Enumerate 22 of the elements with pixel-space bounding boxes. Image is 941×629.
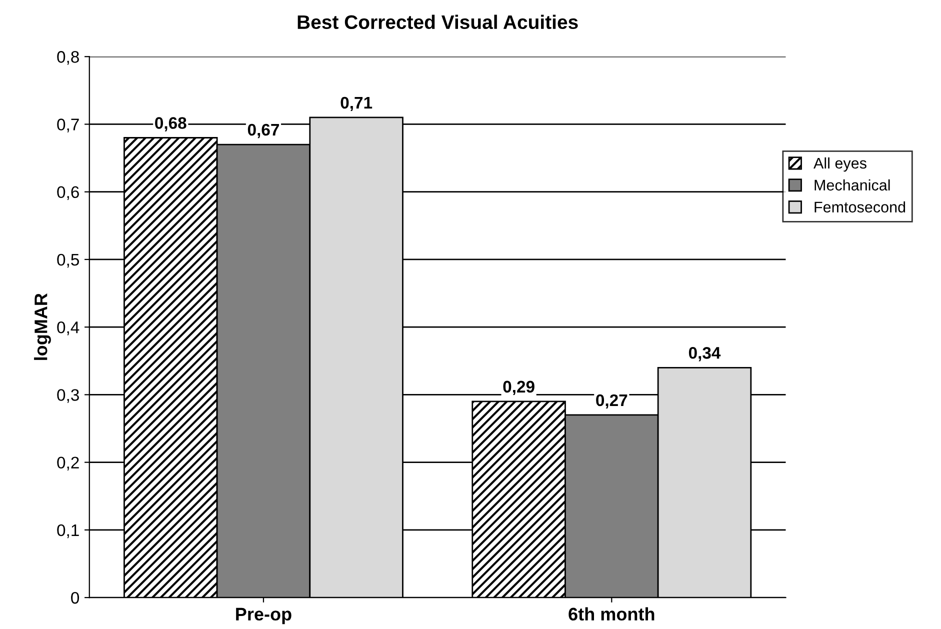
x-tick-label: 6th month xyxy=(568,607,654,621)
y-tick-label: 0 xyxy=(71,592,80,604)
legend-label: Mechanical xyxy=(814,179,890,191)
data-label: 0,71 xyxy=(340,96,372,112)
y-tick-label: 0,3 xyxy=(57,389,79,403)
legend-label: Femtosecond xyxy=(814,201,906,213)
y-tick-label: 0,7 xyxy=(57,118,79,132)
data-label: 0,67 xyxy=(248,124,279,138)
data-label: 0,34 xyxy=(688,347,721,362)
y-tick-label: 0,2 xyxy=(57,456,79,470)
data-label: 0,29 xyxy=(503,380,534,396)
y-tick-label: 0,6 xyxy=(57,186,79,200)
y-tick-label: 0,5 xyxy=(57,254,79,268)
data-label: 0,27 xyxy=(596,394,628,409)
chart-title: Best Corrected Visual Acuities xyxy=(298,14,578,30)
y-axis-title: logMAR xyxy=(34,293,51,360)
x-tick-label: Pre-op xyxy=(236,608,292,624)
legend-label: All eyes xyxy=(814,157,866,172)
y-tick-label: 0,8 xyxy=(57,51,79,65)
data-label: 0,68 xyxy=(155,117,186,132)
y-tick-label: 0,1 xyxy=(57,524,79,538)
y-tick-label: 0,4 xyxy=(57,321,80,336)
